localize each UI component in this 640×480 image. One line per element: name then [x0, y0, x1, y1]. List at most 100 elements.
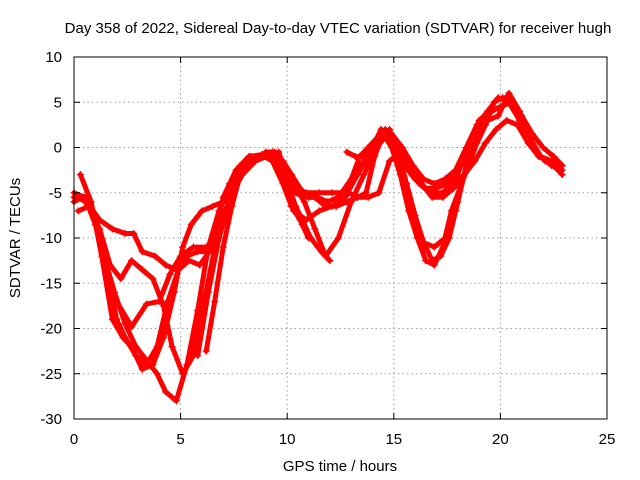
data-point — [168, 343, 176, 351]
data-point — [300, 198, 308, 206]
data-point — [194, 306, 202, 314]
data-point — [354, 193, 362, 201]
data-point — [539, 144, 547, 151]
data-point — [328, 202, 336, 210]
data-point — [439, 189, 447, 197]
data-point — [541, 157, 549, 165]
y-axis-title: SDTVAR / TECUs — [7, 178, 24, 298]
data-point — [452, 166, 460, 174]
data-point — [492, 125, 500, 133]
data-point — [170, 288, 178, 296]
data-point — [445, 234, 453, 242]
data-point — [426, 189, 434, 197]
data-point — [228, 202, 236, 210]
data-point — [153, 370, 161, 378]
data-point — [345, 189, 353, 197]
data-point — [121, 229, 129, 237]
data-point — [132, 343, 140, 351]
data-point — [138, 365, 146, 373]
series-track-8 — [202, 148, 313, 355]
data-point — [209, 202, 217, 210]
data-point — [194, 248, 202, 256]
data-point — [292, 202, 300, 210]
data-point — [270, 148, 278, 156]
data-point — [245, 157, 253, 165]
data-point — [481, 139, 489, 147]
y-tick-label: -15 — [40, 275, 62, 292]
data-point — [130, 229, 138, 237]
data-point — [409, 162, 417, 170]
data-point — [337, 198, 344, 206]
x-tick-labels: 0 5 10 15 20 25 — [70, 431, 616, 448]
data-point — [441, 175, 449, 183]
data-point — [142, 356, 150, 364]
data-point — [160, 334, 168, 342]
data-point — [420, 239, 428, 247]
tick-marks — [73, 56, 608, 420]
data-point — [430, 243, 438, 251]
data-point — [121, 320, 129, 328]
y-tick-label: 5 — [54, 94, 62, 111]
data-point — [302, 189, 310, 197]
data-point — [198, 207, 206, 215]
data-point — [117, 275, 125, 283]
data-point — [317, 248, 325, 256]
data-point — [415, 180, 423, 188]
data-point — [287, 171, 295, 179]
y-tick-label: -10 — [40, 230, 62, 247]
y-tick-label: 10 — [45, 49, 62, 66]
data-point — [503, 116, 511, 124]
data-point — [138, 248, 146, 256]
x-tick-label: 20 — [492, 431, 509, 448]
data-point — [76, 171, 84, 179]
x-tick-label: 10 — [279, 431, 296, 448]
data-point — [364, 193, 372, 201]
data-point — [253, 153, 261, 161]
data-point — [215, 234, 223, 242]
data-point — [488, 107, 496, 115]
data-point — [183, 252, 191, 260]
data-point — [185, 257, 193, 265]
data-point — [371, 153, 379, 161]
data-point — [375, 189, 383, 197]
y-tick-label: 0 — [54, 140, 62, 157]
data-point — [479, 116, 487, 124]
series-track-10 — [343, 103, 504, 265]
data-point — [354, 166, 362, 174]
data-point — [462, 162, 470, 170]
data-point — [334, 234, 342, 242]
data-point — [516, 116, 524, 124]
data-point — [215, 207, 223, 215]
data-point — [360, 153, 368, 161]
data-point — [204, 243, 212, 251]
data-point — [128, 323, 136, 331]
data-point — [494, 112, 502, 120]
data-point — [430, 261, 438, 269]
data-point — [305, 234, 313, 242]
data-point — [326, 257, 334, 265]
data-point — [179, 243, 187, 251]
data-point — [108, 225, 116, 233]
x-tick-label: 0 — [70, 431, 78, 448]
data-point — [298, 220, 306, 228]
data-point — [219, 243, 227, 251]
data-point — [351, 153, 359, 161]
data-point — [162, 388, 170, 396]
data-point — [189, 243, 197, 251]
data-point — [437, 252, 445, 260]
data-point — [558, 171, 566, 179]
data-point — [194, 352, 202, 360]
data-point — [236, 162, 244, 170]
data-point — [89, 211, 97, 219]
data-point — [279, 162, 287, 170]
data-point — [507, 94, 515, 102]
y-tick-labels: 10 5 0 -5 -10 -15 -20 -25 -30 — [40, 49, 62, 428]
data-point — [111, 288, 119, 296]
data-point — [211, 297, 219, 305]
data-point — [368, 148, 376, 156]
data-point — [162, 261, 170, 269]
data-point — [533, 148, 541, 156]
x-tick-label: 25 — [599, 431, 616, 448]
data-point — [196, 261, 204, 269]
